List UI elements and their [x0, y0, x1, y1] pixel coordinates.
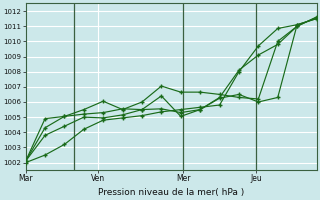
X-axis label: Pression niveau de la mer( hPa ): Pression niveau de la mer( hPa ) [98, 188, 244, 197]
